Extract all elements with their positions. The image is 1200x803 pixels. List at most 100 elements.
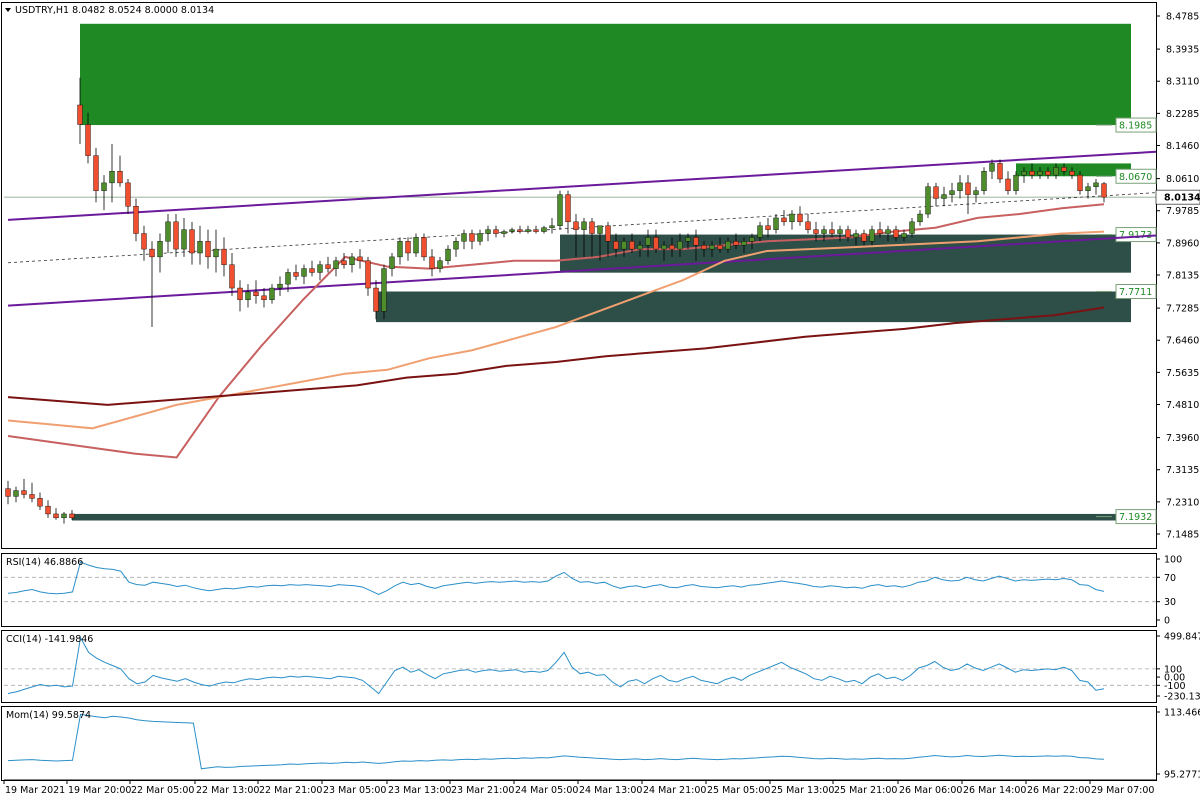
candle-body	[549, 225, 555, 228]
candle	[837, 225, 843, 242]
candle	[221, 237, 227, 277]
candle-body	[365, 260, 371, 289]
candle-body	[1093, 182, 1099, 187]
x-tick-label: 25 Mar 13:00	[771, 785, 834, 796]
candle-body	[269, 287, 275, 300]
x-tick-label: 24 Mar 13:00	[579, 785, 642, 796]
candle-body	[757, 225, 763, 238]
candle-body	[413, 237, 419, 254]
candle	[37, 492, 43, 511]
indicator-title-rsi: RSI(14) 46.8866	[6, 557, 83, 568]
y-tick-label: 8.3935	[1166, 45, 1199, 56]
zone-supply-0	[80, 23, 1131, 126]
indicator-tick-label: 70	[1164, 573, 1176, 584]
zone-demand-3	[376, 291, 1131, 323]
candle-body	[669, 245, 675, 250]
candle	[941, 186, 947, 207]
level-label-box-3	[1115, 284, 1157, 300]
candle	[533, 225, 539, 234]
candle-body	[493, 229, 499, 234]
candle	[725, 237, 731, 253]
candle-body	[13, 490, 19, 497]
candle-body	[253, 291, 259, 297]
candle	[661, 241, 667, 261]
candle	[749, 233, 755, 250]
candle-body	[309, 268, 315, 273]
candle-body	[341, 260, 347, 265]
candle	[677, 233, 683, 257]
candle-body	[229, 264, 235, 289]
candle	[325, 256, 331, 273]
candle-body	[317, 264, 323, 273]
candle-body	[829, 229, 835, 234]
y-tick-label: 7.4810	[1166, 400, 1199, 411]
candle-body	[565, 194, 571, 223]
candle-body	[5, 488, 11, 497]
candle-body	[941, 194, 947, 199]
y-tick-label: 7.3960	[1166, 433, 1199, 444]
candle	[13, 486, 19, 503]
candle-body	[77, 104, 83, 125]
candle-body	[469, 233, 475, 242]
candle	[709, 241, 715, 257]
candle	[157, 233, 163, 273]
candle	[197, 225, 203, 265]
candle	[229, 252, 235, 296]
candle-body	[733, 241, 739, 246]
candle	[861, 229, 867, 246]
candle-body	[925, 186, 931, 215]
candle	[301, 264, 307, 285]
y-tick-label: 7.7285	[1166, 304, 1199, 315]
channel-lower-line	[7, 234, 1157, 307]
candle	[277, 276, 283, 296]
candle	[869, 225, 875, 246]
candle	[1021, 167, 1027, 183]
candle	[261, 288, 267, 308]
candle	[349, 252, 355, 273]
x-tick-label: 23 Mar 21:00	[451, 785, 514, 796]
candle-body	[741, 241, 747, 246]
candle-body	[709, 245, 715, 250]
indicator-tick-label: 0.00	[1164, 673, 1185, 684]
candle	[1061, 163, 1067, 176]
candle-body	[677, 241, 683, 250]
candle	[797, 206, 803, 226]
y-tick-label: 7.8135	[1166, 271, 1199, 282]
candle-body	[933, 186, 939, 199]
x-tick-label: 25 Mar 05:00	[707, 785, 770, 796]
candle	[909, 217, 915, 238]
candle-body	[173, 221, 179, 250]
candle	[893, 225, 899, 242]
candle-body	[605, 225, 611, 242]
candle	[581, 217, 587, 257]
candle-body	[181, 229, 187, 250]
candle	[133, 198, 139, 242]
candle-body	[589, 221, 595, 234]
candle	[453, 237, 459, 257]
candle-body	[157, 241, 163, 258]
candle	[317, 260, 323, 281]
candle-body	[773, 217, 779, 230]
zone-demand-4	[72, 513, 1131, 521]
x-tick-label: 22 Mar 21:00	[259, 785, 322, 796]
candle-body	[805, 221, 811, 230]
candle-body	[877, 229, 883, 234]
candle-body	[149, 248, 155, 258]
candle-body	[1053, 167, 1059, 176]
candle	[29, 482, 35, 503]
indicator-tick-label: -100	[1164, 681, 1186, 692]
indicator-line-rsi	[7, 561, 1105, 595]
candle-body	[429, 256, 435, 269]
candle-body	[333, 260, 339, 269]
candle	[549, 217, 555, 234]
candle	[173, 214, 179, 257]
candle	[245, 284, 251, 308]
candle	[1013, 171, 1019, 195]
candle	[109, 143, 115, 203]
y-tick-label: 7.1485	[1166, 530, 1199, 541]
candle	[517, 225, 523, 234]
candle-body	[197, 241, 203, 254]
y-tick-label: 8.0610	[1166, 174, 1199, 185]
candle	[597, 225, 603, 261]
ma-line-3	[7, 306, 1105, 406]
